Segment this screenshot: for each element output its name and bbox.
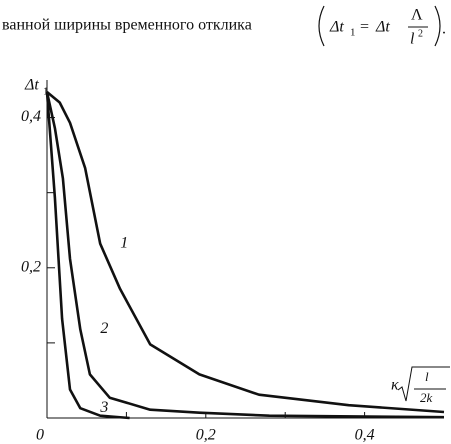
formula-lhs-sub: 1 [350, 27, 356, 39]
line-series [45, 91, 130, 420]
series-label: 1 [120, 234, 128, 251]
formula-denominator: l [410, 31, 415, 48]
x-tick-label: 0,2 [196, 427, 216, 444]
x-tick-label: 0,4 [355, 427, 375, 444]
series-label: 3 [99, 399, 108, 416]
series-label: 2 [100, 320, 108, 337]
caption-text: ванной ширины временного отклика [2, 17, 252, 34]
y-axis-label-sub: 1 [43, 86, 49, 98]
sqrt-sign [397, 366, 450, 402]
formula-denominator-sup: 2 [418, 28, 423, 39]
line-series [45, 91, 445, 419]
x-axis-label: κ [391, 377, 399, 394]
y-tick-label: 0,4 [21, 108, 41, 125]
x-axis-label-den: 2k [420, 390, 433, 405]
formula-rhs: Δt [375, 19, 390, 36]
formula-numerator: Λ [411, 7, 423, 24]
formula-end: . [442, 21, 446, 38]
parens [318, 5, 441, 47]
y-tick-label: 0,2 [21, 258, 41, 275]
x-axis-label-num: l [425, 369, 429, 384]
line-series [46, 90, 445, 414]
formula-eq: = [360, 19, 369, 36]
formula-lhs: Δt [329, 19, 344, 36]
y-axis-label: Δt [24, 77, 39, 94]
x-tick-label: 0 [36, 427, 44, 444]
